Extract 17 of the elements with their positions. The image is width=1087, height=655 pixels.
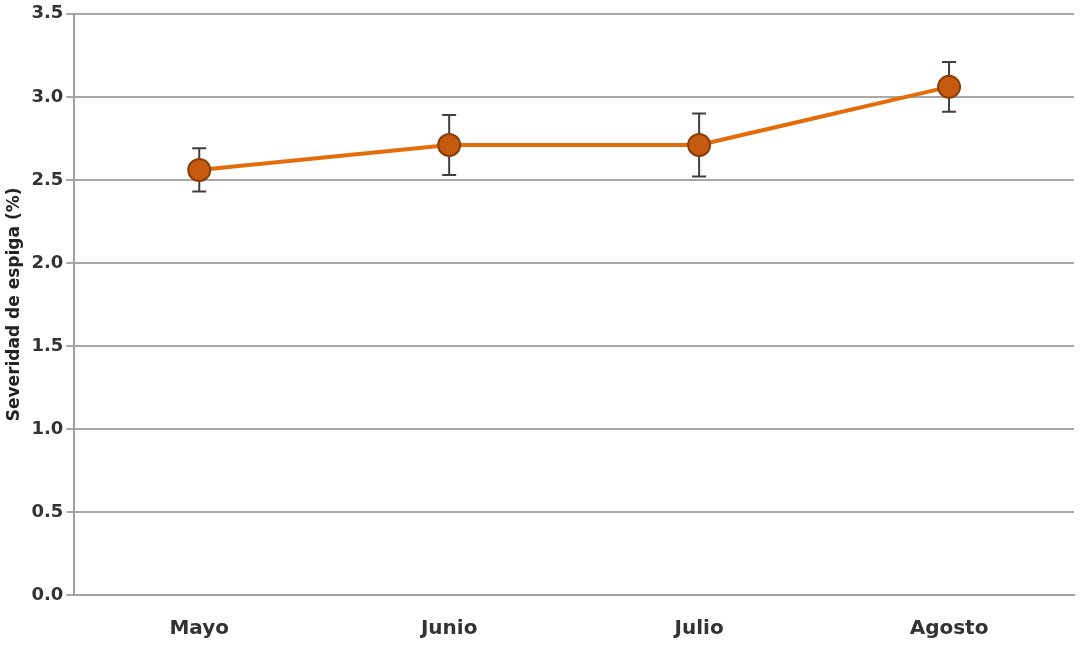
y-axis-title: Severidad de espiga (%) [2, 187, 23, 422]
x-tick-label: Julio [672, 615, 724, 640]
point [687, 132, 712, 157]
y-tick-label: 1.5 [31, 333, 64, 355]
x-tick-label: Agosto [909, 615, 989, 640]
point [937, 74, 962, 99]
y-tick-label: 3.0 [31, 84, 64, 106]
x-tick-label: Junio [418, 615, 478, 640]
y-tick-label: 3.5 [31, 1, 64, 23]
y-tick-label: 2.0 [31, 250, 64, 272]
x-tick-label: Mayo [169, 615, 230, 640]
y-tick-label: 2.5 [31, 167, 64, 189]
point [437, 132, 462, 157]
y-tick-label: 0.0 [31, 582, 64, 604]
y-tick-label: 1.0 [31, 416, 64, 438]
point [187, 157, 212, 182]
y-tick-label: 0.5 [31, 499, 64, 521]
